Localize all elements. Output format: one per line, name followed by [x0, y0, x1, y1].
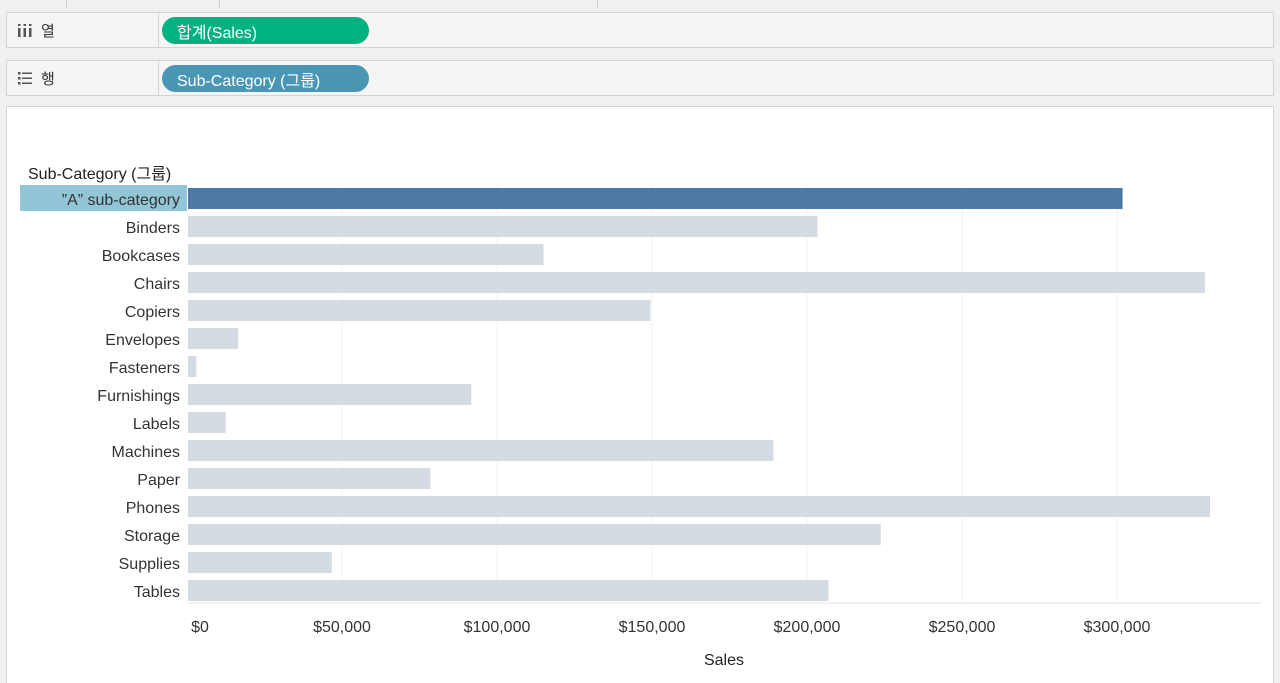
bar-labels[interactable]	[188, 412, 226, 433]
category-label[interactable]: Furnishings	[97, 388, 180, 405]
category-label[interactable]: Labels	[133, 416, 180, 433]
x-tick-label: $100,000	[464, 619, 531, 636]
columns-icon	[17, 22, 33, 38]
bar-chairs[interactable]	[188, 272, 1206, 293]
category-label[interactable]: Fasteners	[109, 360, 180, 377]
bar-envelopes[interactable]	[188, 328, 239, 349]
bar-machines[interactable]	[188, 440, 774, 461]
category-label[interactable]: Supplies	[119, 556, 180, 573]
bar-storage[interactable]	[188, 524, 881, 545]
x-tick-label: $200,000	[774, 619, 841, 636]
top-toolbar-strip	[0, 0, 1280, 8]
category-label[interactable]: Binders	[126, 220, 180, 237]
x-axis-title: Sales	[704, 652, 744, 669]
rows-shelf: 행 Sub-Category (그룹)	[6, 60, 1274, 96]
row-header-title: Sub-Category (그룹)	[28, 165, 171, 183]
rows-shelf-label-area: 행	[7, 61, 159, 95]
bar-fasteners[interactable]	[188, 356, 197, 377]
bar-binders[interactable]	[188, 216, 818, 237]
x-tick-label: $150,000	[619, 619, 686, 636]
category-label[interactable]: Chairs	[134, 276, 180, 293]
x-tick-label: $50,000	[313, 619, 371, 636]
category-label[interactable]: ”A” sub-category	[62, 192, 180, 209]
category-label[interactable]: Storage	[124, 528, 180, 545]
x-tick-label: $250,000	[929, 619, 996, 636]
bar-tables[interactable]	[188, 580, 829, 601]
rows-pill-sub-category-group[interactable]: Sub-Category (그룹)	[162, 65, 369, 92]
x-tick-label: $300,000	[1084, 619, 1151, 636]
bar-furnishings[interactable]	[188, 384, 472, 405]
rows-icon	[17, 70, 33, 86]
columns-shelf-label: 열	[41, 22, 55, 40]
bar-copiers[interactable]	[188, 300, 651, 321]
bar-supplies[interactable]	[188, 552, 332, 573]
category-label[interactable]: Tables	[134, 584, 180, 601]
category-label[interactable]: Paper	[137, 472, 180, 489]
columns-shelf-label-area: 열	[7, 13, 159, 47]
rows-shelf-label: 행	[41, 70, 55, 88]
category-label[interactable]: Envelopes	[105, 332, 180, 349]
columns-shelf: 열 합계(Sales)	[6, 12, 1274, 48]
bar-bookcases[interactable]	[188, 244, 544, 265]
bar-a-sub-category[interactable]	[188, 188, 1123, 209]
columns-pill-sum-sales[interactable]: 합계(Sales)	[162, 17, 369, 44]
x-tick-label: $0	[191, 619, 209, 636]
bar-paper[interactable]	[188, 468, 431, 489]
category-label[interactable]: Bookcases	[102, 248, 180, 265]
category-label[interactable]: Copiers	[125, 304, 180, 321]
category-label[interactable]: Phones	[126, 500, 180, 517]
highlighted-label-background	[20, 185, 187, 211]
bar-phones[interactable]	[188, 496, 1210, 517]
category-label[interactable]: Machines	[112, 444, 180, 461]
